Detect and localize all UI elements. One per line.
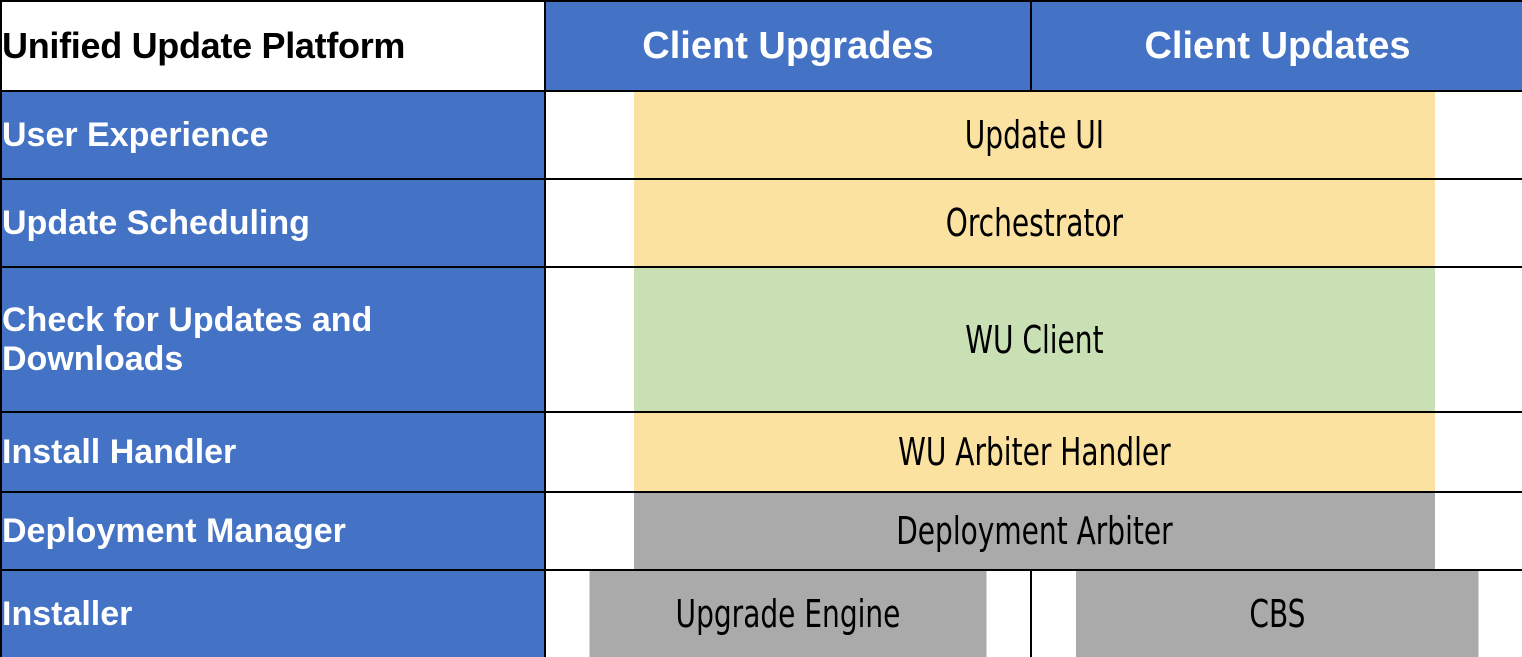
row-label-check-for-updates-and-downloads: Check for Updates and Downloads — [0, 266, 546, 413]
cell-text: WU Client — [965, 317, 1104, 362]
row-label-deployment-manager: Deployment Manager — [0, 491, 546, 571]
table-row: Install Handler WU Arbiter Handler — [0, 411, 1522, 493]
cell-orchestrator: Orchestrator — [632, 178, 1435, 268]
cell-text: CBS — [1249, 592, 1306, 636]
table-row: Installer Upgrade Engine CBS — [0, 569, 1522, 657]
cell-text: Deployment Arbiter — [896, 509, 1173, 553]
row-label-update-scheduling: Update Scheduling — [0, 178, 546, 268]
cell-deployment-arbiter: Deployment Arbiter — [632, 491, 1435, 571]
table-header-row: Unified Update Platform Client Upgrades … — [0, 0, 1522, 92]
cell-text: WU Arbiter Handler — [898, 430, 1171, 474]
cell-upgrade-engine: Upgrade Engine — [587, 569, 989, 657]
cell-text: Orchestrator — [945, 201, 1124, 245]
row-label-user-experience: User Experience — [0, 90, 546, 180]
table-row: Deployment Manager Deployment Arbiter — [0, 491, 1522, 571]
cell-wu-arbiter-handler: WU Arbiter Handler — [632, 411, 1435, 493]
table-row: Check for Updates and Downloads WU Clien… — [0, 266, 1522, 413]
column-header-client-upgrades: Client Upgrades — [544, 0, 1032, 92]
cell-cbs: CBS — [1074, 569, 1479, 657]
cell-text: Upgrade Engine — [675, 592, 901, 636]
column-header-client-updates: Client Updates — [1030, 0, 1522, 92]
row-label-installer: Installer — [0, 569, 546, 657]
cell-wu-client: WU Client — [632, 266, 1435, 413]
page-title: Unified Update Platform — [0, 0, 546, 92]
table-row: User Experience Update UI — [0, 90, 1522, 180]
cell-text: Update UI — [964, 113, 1105, 157]
row-label-install-handler: Install Handler — [0, 411, 546, 493]
table-row: Update Scheduling Orchestrator — [0, 178, 1522, 268]
cell-update-ui: Update UI — [632, 90, 1435, 180]
